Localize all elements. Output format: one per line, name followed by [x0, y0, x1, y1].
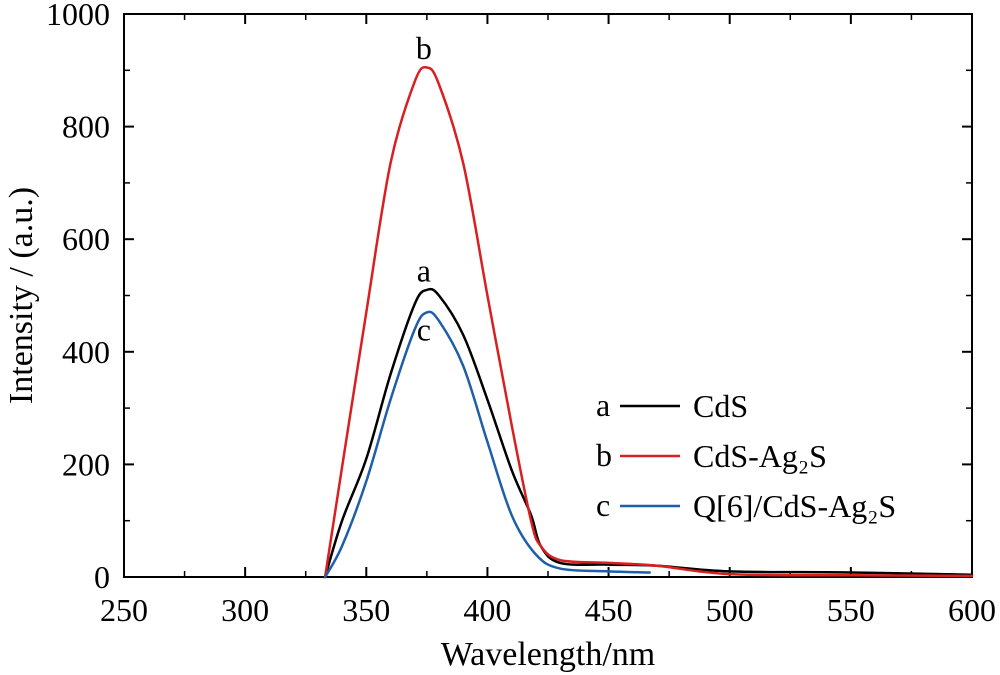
- x-tick-label: 400: [463, 592, 511, 628]
- legend-key-c: c: [596, 487, 610, 523]
- x-tick-label: 600: [948, 592, 996, 628]
- y-tick-label: 200: [62, 446, 110, 482]
- legend-label-b: CdS-Ag₂S: [693, 438, 827, 474]
- legend-label-c: Q[6]/CdS-Ag₂S: [693, 488, 896, 524]
- y-tick-label: 1000: [46, 0, 110, 32]
- x-axis-title: Wavelength/nm: [441, 636, 655, 673]
- curve-labels: a b c: [416, 30, 432, 348]
- y-axis-title: Intensity / (a.u.): [3, 187, 40, 404]
- legend-label-a: CdS: [693, 388, 748, 424]
- y-tick-label: 0: [94, 559, 110, 595]
- curve-label-b: b: [416, 30, 432, 66]
- y-tick-label: 600: [62, 221, 110, 257]
- curve-label-c: c: [417, 312, 431, 348]
- x-tick-label: 450: [585, 592, 633, 628]
- series-layer: [323, 65, 974, 579]
- x-tick-label: 550: [827, 592, 875, 628]
- y-tick-label: 400: [62, 334, 110, 370]
- series-c-line: [323, 310, 652, 579]
- legend-key-a: a: [596, 387, 610, 423]
- x-tick-label: 250: [100, 592, 148, 628]
- series-a-line: [323, 287, 974, 579]
- x-tick-label: 350: [342, 592, 390, 628]
- curve-label-a: a: [417, 252, 431, 288]
- y-tick-label: 800: [62, 109, 110, 145]
- axes-layer: Wavelength/nm Intensity / (a.u.) 250 300 3…: [3, 0, 996, 673]
- x-tick-label: 500: [706, 592, 754, 628]
- legend-key-b: b: [596, 437, 612, 473]
- legend: a CdS b CdS-Ag₂S c Q[6]/CdS-Ag₂S: [596, 387, 896, 524]
- x-tick-label: 300: [221, 592, 269, 628]
- series-b-line: [323, 65, 974, 579]
